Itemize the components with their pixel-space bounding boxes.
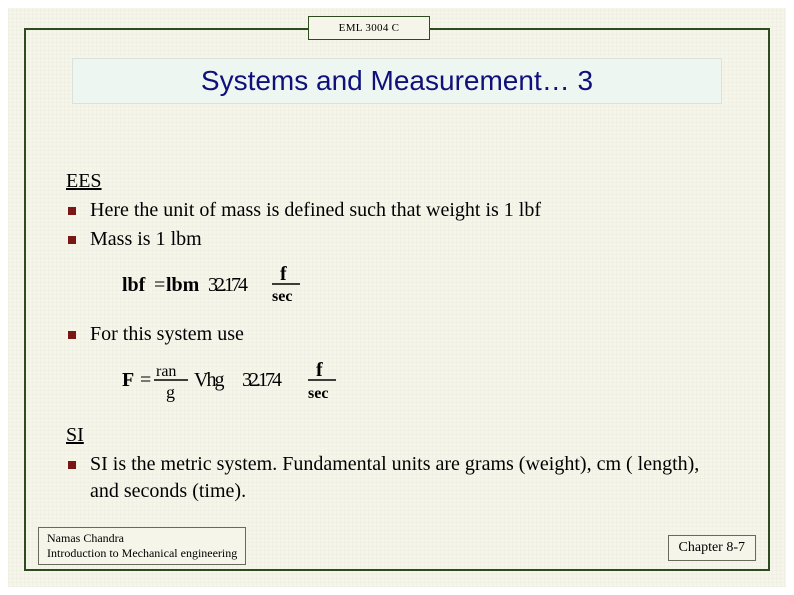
bullet-item: Mass is 1 lbm — [66, 226, 728, 253]
footer-subtitle: Introduction to Mechanical engineering — [47, 546, 237, 561]
f2-frac2-bot: sec — [308, 385, 328, 402]
title-bar: Systems and Measurement… 3 — [72, 58, 722, 104]
bullet-item: Here the unit of mass is defined such th… — [66, 197, 728, 224]
f1-lhs-b: lbm — [166, 274, 200, 296]
f2-num: 32.174 — [242, 369, 282, 391]
bullet-text: For this system use — [90, 321, 728, 348]
slide-title: Systems and Measurement… 3 — [201, 65, 593, 97]
ees-heading: EES — [66, 168, 728, 195]
f2-frac1-bot: g — [166, 382, 175, 402]
bullet-text: SI is the metric system. Fundamental uni… — [90, 451, 728, 505]
bullet-item: SI is the metric system. Fundamental uni… — [66, 451, 728, 505]
f1-eq: = — [154, 274, 165, 296]
footer-author: Namas Chandra — [47, 531, 237, 546]
formula-1: lbf = lbm 32.174 f sec — [122, 263, 728, 305]
course-code: EML 3004 C — [339, 22, 400, 34]
bullet-icon — [68, 236, 76, 244]
footer-chapter: Chapter 8-7 — [679, 540, 745, 555]
si-heading: SI — [66, 422, 728, 449]
f2-frac2-top: f — [316, 359, 323, 381]
course-code-tab: EML 3004 C — [308, 16, 430, 40]
bullet-icon — [68, 461, 76, 469]
f1-frac-bot: sec — [272, 288, 292, 305]
f2-mid: Vhg — [194, 369, 224, 391]
f1-lhs-a: lbf — [122, 274, 146, 296]
content-area: EES Here the unit of mass is defined suc… — [66, 168, 728, 507]
bullet-icon — [68, 331, 76, 339]
footer-right: Chapter 8-7 — [668, 535, 756, 561]
f2-eq: = — [140, 369, 151, 391]
f2-frac1-top: ran — [156, 363, 176, 380]
f2-F: F — [122, 369, 134, 391]
formula-2: F = ran g Vhg 32.174 f sec — [122, 358, 728, 400]
slide-page: EML 3004 C Systems and Measurement… 3 EE… — [8, 8, 786, 587]
f1-num: 32.174 — [208, 274, 248, 296]
f1-frac-top: f — [280, 263, 287, 285]
bullet-icon — [68, 207, 76, 215]
bullet-text: Mass is 1 lbm — [90, 226, 728, 253]
bullet-item: For this system use — [66, 321, 728, 348]
bullet-text: Here the unit of mass is defined such th… — [90, 197, 728, 224]
footer-left: Namas Chandra Introduction to Mechanical… — [38, 527, 246, 565]
